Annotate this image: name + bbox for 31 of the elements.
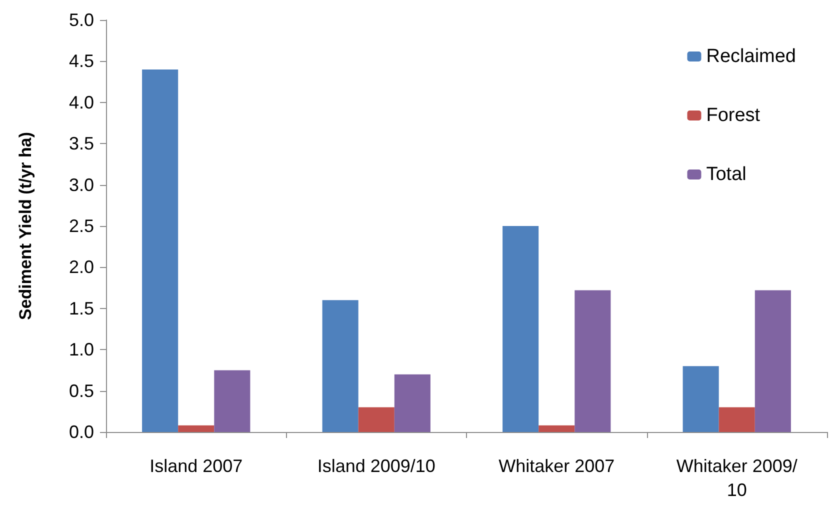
x-tick-label: Island 2007	[150, 456, 243, 476]
bar	[322, 300, 358, 432]
y-tick-label: 3.5	[68, 134, 94, 154]
legend-label: Total	[706, 164, 746, 185]
y-tick-label: 2.0	[68, 257, 94, 278]
y-axis-title: Sediment Yield (t/yr ha)	[16, 132, 35, 320]
y-tick-label: 2.5	[68, 216, 94, 236]
bar	[502, 226, 539, 432]
bar	[214, 370, 250, 432]
legend-label: Reclaimed	[706, 46, 796, 67]
y-tick-label: 1.0	[68, 340, 94, 360]
x-tick-label: Island 2009/10	[317, 456, 436, 476]
y-tick-label: 1.5	[68, 298, 94, 318]
y-tick-label: 3.0	[68, 174, 94, 195]
y-tick-label: 0.5	[68, 380, 94, 401]
bar	[682, 366, 719, 432]
bar	[718, 407, 755, 432]
bar	[574, 290, 611, 432]
bar	[178, 425, 214, 432]
y-tick-label: 5.0	[68, 10, 94, 30]
y-tick-label: 0.0	[68, 422, 94, 442]
y-tick-label: 4.0	[68, 92, 94, 112]
x-tick-label: Whitaker 2007	[498, 456, 615, 476]
bar	[538, 425, 575, 432]
bar	[358, 407, 394, 432]
y-tick-label: 4.5	[68, 51, 94, 72]
x-tick-label: Whitaker 2009/10	[676, 456, 798, 500]
bar	[142, 69, 178, 432]
legend-label: Forest	[706, 105, 761, 126]
bar	[754, 290, 791, 432]
bar	[394, 374, 430, 432]
